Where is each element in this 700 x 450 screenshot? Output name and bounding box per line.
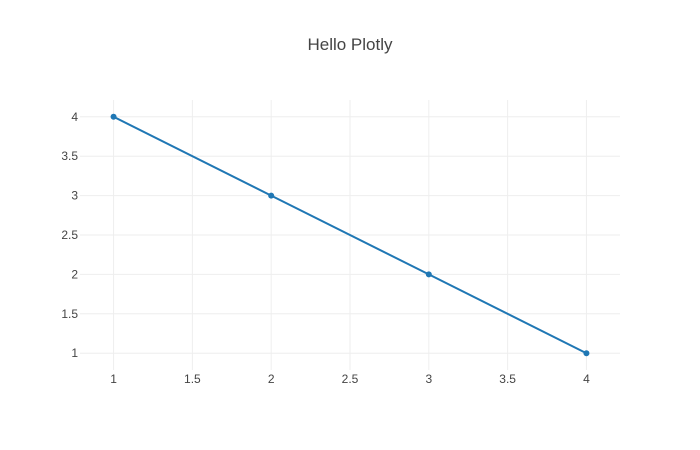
x-tick-label: 3: [425, 372, 432, 386]
x-tick-label: 1: [110, 372, 117, 386]
series-layer: [110, 113, 590, 357]
data-point: [583, 350, 590, 357]
x-tick-label: 3.5: [499, 372, 516, 386]
y-axis-ticks: 1 1.5 2 2.5 3 3.5 4: [61, 110, 78, 360]
y-tick-label: 2.5: [61, 228, 78, 242]
grid: [80, 100, 620, 370]
data-point: [268, 192, 275, 199]
chart-title: Hello Plotly: [307, 35, 393, 54]
x-tick-label: 2.5: [342, 372, 359, 386]
y-tick-label: 3.5: [61, 149, 78, 163]
y-tick-label: 4: [71, 110, 78, 124]
data-point: [425, 271, 432, 278]
x-tick-label: 1.5: [184, 372, 201, 386]
data-point: [110, 113, 117, 120]
y-tick-label: 1: [71, 346, 78, 360]
y-tick-label: 2: [71, 267, 78, 281]
x-axis-ticks: 1 1.5 2 2.5 3 3.5 4: [110, 372, 590, 386]
x-tick-label: 4: [583, 372, 590, 386]
y-tick-label: 1.5: [61, 307, 78, 321]
y-tick-label: 3: [71, 189, 78, 203]
x-tick-label: 2: [268, 372, 275, 386]
series-line: [112, 115, 588, 355]
